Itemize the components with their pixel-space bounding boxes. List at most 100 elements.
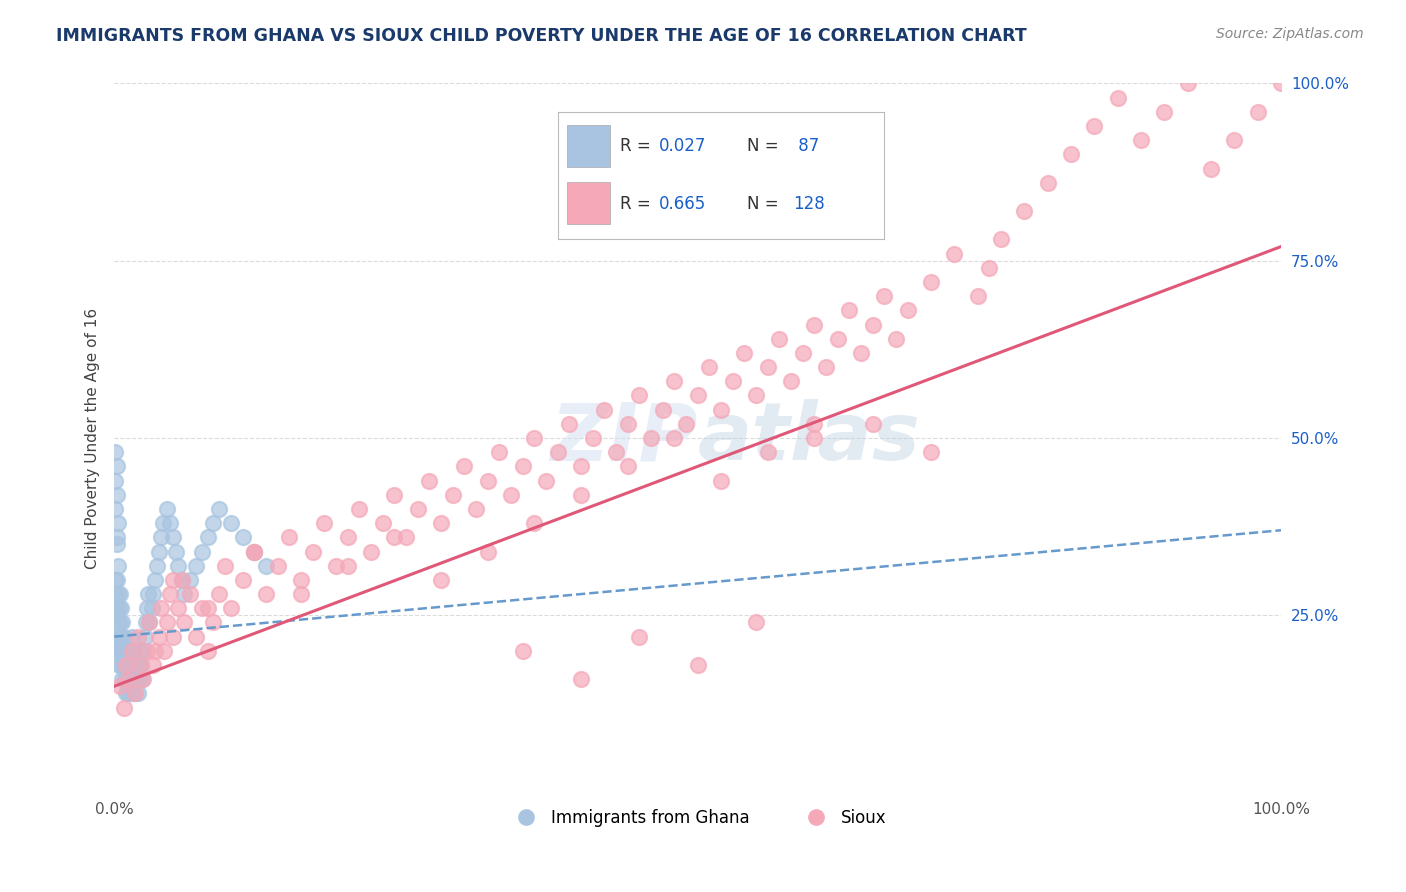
Point (115, 644, 138, 658)
Point (184, 630, 207, 644)
Point (628, 630, 651, 644)
Point (290, 573, 312, 587)
Point (453, 459, 475, 474)
Point (104, 587, 127, 601)
Point (1083, 119, 1105, 133)
Legend: Immigrants from Ghana, Sioux: Immigrants from Ghana, Sioux (502, 803, 893, 834)
Point (117, 672, 139, 686)
Point (686, 388, 709, 402)
Point (1199, 161, 1222, 176)
Point (148, 544, 170, 558)
Point (547, 445, 569, 459)
Point (142, 587, 165, 601)
Point (756, 360, 779, 375)
Point (336, 530, 359, 544)
Point (534, 474, 557, 488)
Point (190, 544, 212, 558)
Point (105, 573, 128, 587)
Point (827, 332, 849, 346)
Point (569, 488, 592, 502)
Point (142, 658, 165, 673)
Point (197, 530, 219, 544)
Point (325, 558, 347, 573)
Point (616, 459, 638, 474)
Point (499, 488, 522, 502)
Point (112, 630, 135, 644)
Point (395, 530, 418, 544)
Point (190, 601, 212, 615)
Point (336, 558, 359, 573)
Point (107, 516, 129, 530)
Point (849, 346, 872, 360)
Point (382, 488, 405, 502)
Point (107, 558, 129, 573)
Point (745, 388, 768, 402)
Point (792, 346, 814, 360)
Point (512, 644, 534, 658)
Point (314, 516, 336, 530)
Point (254, 558, 277, 573)
Point (512, 459, 534, 474)
Point (112, 700, 135, 714)
Point (108, 679, 131, 693)
Point (115, 686, 138, 700)
Point (132, 672, 155, 686)
Point (371, 516, 394, 530)
Point (1153, 104, 1175, 119)
Point (593, 402, 616, 417)
Point (108, 658, 131, 673)
Point (128, 644, 150, 658)
Point (141, 601, 163, 615)
Point (105, 630, 128, 644)
Point (127, 630, 149, 644)
Point (406, 502, 429, 516)
Point (254, 587, 277, 601)
Text: atlas: atlas (697, 399, 921, 477)
Point (733, 346, 755, 360)
Point (686, 658, 709, 673)
Point (159, 587, 181, 601)
Point (105, 537, 128, 551)
Point (569, 459, 592, 474)
Point (488, 445, 510, 459)
Point (208, 502, 231, 516)
Point (107, 587, 129, 601)
Point (873, 289, 896, 303)
Point (214, 558, 236, 573)
Point (523, 431, 546, 445)
Point (430, 516, 453, 530)
Point (121, 644, 143, 658)
Point (108, 644, 131, 658)
Point (129, 658, 152, 673)
Point (616, 417, 638, 431)
Point (558, 417, 581, 431)
Point (418, 474, 440, 488)
Point (1177, 77, 1199, 91)
Point (136, 587, 159, 601)
Point (110, 601, 132, 615)
Point (197, 644, 219, 658)
Point (108, 615, 131, 630)
Point (1014, 204, 1036, 219)
Point (135, 601, 157, 615)
Point (121, 630, 143, 644)
Point (132, 644, 155, 658)
Point (349, 502, 371, 516)
Point (124, 658, 146, 673)
Point (943, 246, 966, 260)
Point (135, 615, 157, 630)
Point (124, 686, 146, 700)
Point (640, 431, 662, 445)
Point (745, 615, 768, 630)
Point (243, 544, 266, 558)
Point (219, 601, 242, 615)
Point (156, 615, 179, 630)
Point (382, 530, 405, 544)
Point (628, 388, 651, 402)
Point (884, 332, 907, 346)
Point (523, 516, 546, 530)
Point (651, 402, 673, 417)
Point (979, 260, 1001, 275)
Point (115, 658, 138, 673)
Point (146, 558, 169, 573)
